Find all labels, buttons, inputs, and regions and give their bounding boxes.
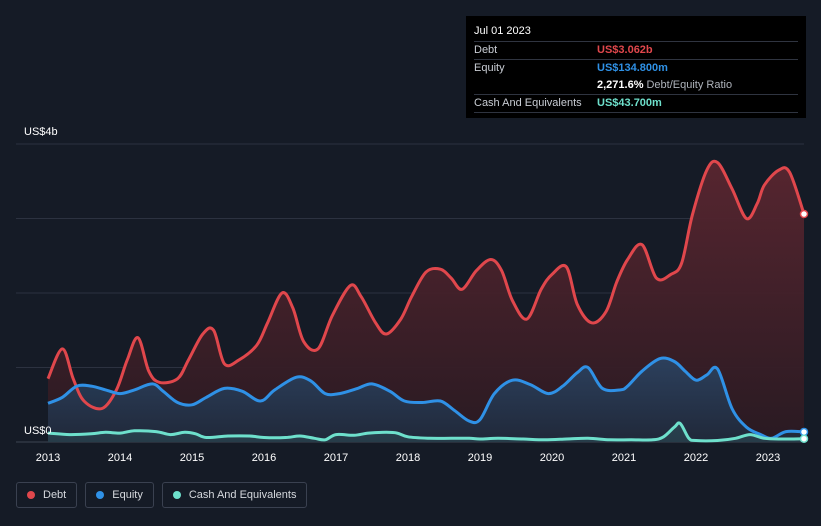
x-tick-label: 2014 bbox=[108, 452, 132, 464]
x-tick-label: 2020 bbox=[540, 452, 564, 464]
x-tick-label: 2016 bbox=[252, 452, 276, 464]
equity-endpoint bbox=[799, 427, 809, 437]
tooltip-date: Jul 01 2023 bbox=[474, 25, 531, 37]
debt-area bbox=[48, 161, 804, 443]
legend-item-debt[interactable]: Debt bbox=[16, 482, 78, 508]
x-tick-label: 2019 bbox=[468, 452, 492, 464]
x-tick-label: 2018 bbox=[396, 452, 420, 464]
tooltip-value-debt: US$3.062b bbox=[597, 44, 653, 56]
tooltip-label: Debt bbox=[474, 44, 498, 56]
tooltip-label bbox=[474, 77, 597, 94]
cash-endpoint bbox=[799, 434, 809, 443]
series-areas bbox=[48, 161, 804, 443]
legend-item-cash[interactable]: Cash And Equivalents bbox=[161, 482, 308, 508]
y-axis-zero-label: US$0 bbox=[24, 425, 52, 437]
tooltip-row-equity: Equity US$134.800m bbox=[474, 59, 798, 77]
x-tick-label: 2022 bbox=[684, 452, 708, 464]
x-tick-label: 2021 bbox=[612, 452, 636, 464]
legend-label: Equity bbox=[112, 489, 143, 501]
legend-dot-icon bbox=[172, 491, 181, 499]
equity-line bbox=[47, 356, 805, 440]
tooltip-label: Cash And Equivalents bbox=[474, 97, 582, 109]
x-tick-label: 2015 bbox=[180, 452, 204, 464]
tooltip-row-debt: Debt US$3.062b bbox=[474, 41, 798, 59]
legend-label: Cash And Equivalents bbox=[188, 489, 297, 501]
legend-item-equity[interactable]: Equity bbox=[85, 482, 154, 508]
equity-area bbox=[48, 358, 804, 442]
series-lines bbox=[46, 159, 806, 443]
legend-dot-icon bbox=[27, 491, 35, 499]
chart-legend: Debt Equity Cash And Equivalents bbox=[16, 482, 311, 508]
debt-endpoint bbox=[799, 209, 809, 219]
x-tick-label: 2023 bbox=[756, 452, 780, 464]
tooltip-value-equity: US$134.800m bbox=[597, 62, 668, 74]
legend-dot-icon bbox=[96, 491, 105, 499]
tooltip-value-cash: US$43.700m bbox=[597, 97, 662, 109]
tooltip-value-ratio: 2,271.6% bbox=[597, 79, 644, 91]
series-endpoints bbox=[799, 209, 809, 443]
x-tick-label: 2017 bbox=[324, 452, 348, 464]
x-axis-ticks: 2013 2014 2015 2016 2017 2018 2019 2020 2021 2022… bbox=[36, 452, 780, 464]
tooltip-row-ratio: 2,271.6% Debt/Equity Ratio bbox=[474, 77, 798, 94]
legend-label: Debt bbox=[43, 489, 67, 501]
debt-line bbox=[46, 159, 806, 411]
cash-line bbox=[47, 421, 805, 443]
data-tooltip: Jul 01 2023 Debt US$3.062b Equity US$134… bbox=[466, 16, 806, 118]
y-axis-max-label: US$4b bbox=[24, 126, 58, 138]
tooltip-row-cash: Cash And Equivalents US$43.700m bbox=[474, 94, 798, 113]
tooltip-label: Equity bbox=[474, 62, 505, 74]
tooltip-ratio-note: Debt/Equity Ratio bbox=[646, 79, 733, 91]
x-tick-label: 2013 bbox=[36, 452, 60, 464]
